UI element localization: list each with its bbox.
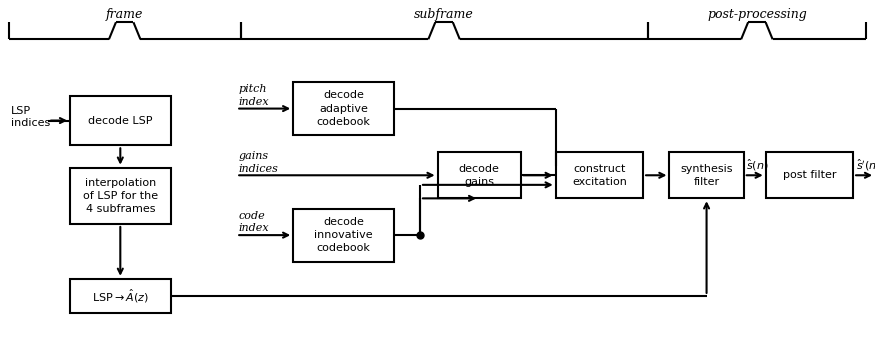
Text: construct
excitation: construct excitation xyxy=(572,164,626,187)
FancyBboxPatch shape xyxy=(766,152,853,198)
Text: LSP
indices: LSP indices xyxy=(10,106,50,128)
FancyBboxPatch shape xyxy=(293,209,394,262)
FancyBboxPatch shape xyxy=(70,168,171,224)
Text: decode
gains: decode gains xyxy=(458,164,500,187)
Text: subframe: subframe xyxy=(414,8,474,21)
Text: post-processing: post-processing xyxy=(707,8,807,21)
Text: decode
adaptive
codebook: decode adaptive codebook xyxy=(317,90,370,127)
Text: synthesis
filter: synthesis filter xyxy=(681,164,733,187)
FancyBboxPatch shape xyxy=(556,152,643,198)
FancyBboxPatch shape xyxy=(70,279,171,313)
Text: pitch
index: pitch index xyxy=(239,84,270,107)
FancyBboxPatch shape xyxy=(293,82,394,135)
Text: $\hat{s}'(n)$: $\hat{s}'(n)$ xyxy=(856,157,875,172)
Text: decode
innovative
codebook: decode innovative codebook xyxy=(314,217,373,253)
FancyBboxPatch shape xyxy=(438,152,521,198)
Text: gains
indices: gains indices xyxy=(239,151,279,174)
Text: $\hat{s}(n)$: $\hat{s}(n)$ xyxy=(746,157,768,172)
Text: code
index: code index xyxy=(239,211,270,233)
Text: frame: frame xyxy=(106,8,144,21)
FancyBboxPatch shape xyxy=(70,96,171,145)
Text: post filter: post filter xyxy=(782,170,836,180)
Text: interpolation
of LSP for the
4 subframes: interpolation of LSP for the 4 subframes xyxy=(83,177,158,214)
FancyBboxPatch shape xyxy=(669,152,744,198)
Text: LSP$\rightarrow\hat{A}(z)$: LSP$\rightarrow\hat{A}(z)$ xyxy=(92,287,149,304)
Text: decode LSP: decode LSP xyxy=(88,116,152,126)
